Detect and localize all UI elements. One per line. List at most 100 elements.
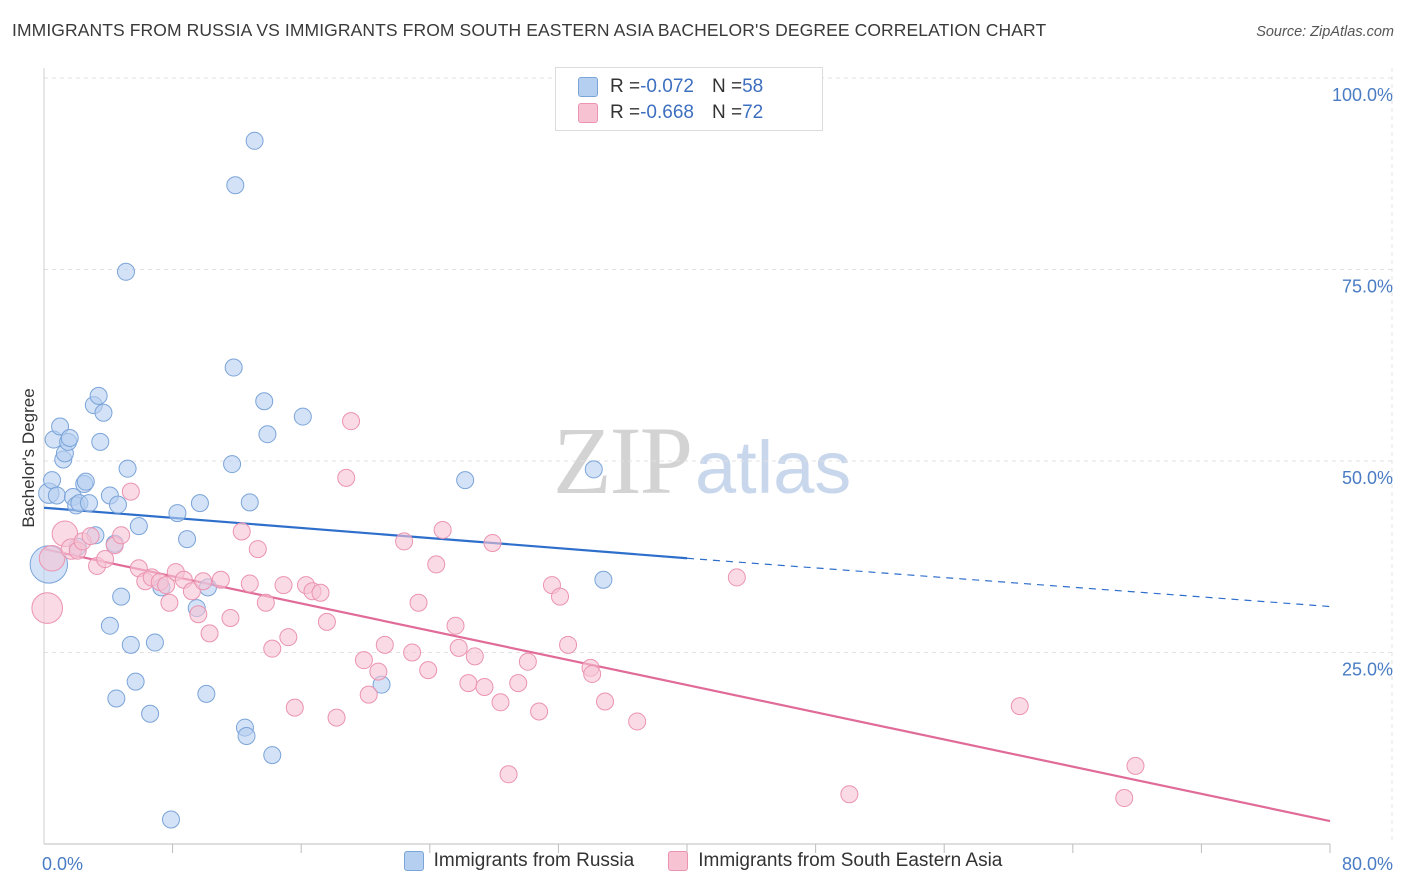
data-point-sea bbox=[428, 556, 445, 573]
data-point-sea bbox=[82, 528, 99, 545]
legend-n-value: 72 bbox=[742, 102, 763, 124]
data-point-russia bbox=[191, 495, 208, 512]
legend-swatch-sea bbox=[668, 851, 688, 871]
data-point-sea bbox=[404, 644, 421, 661]
data-point-sea bbox=[355, 652, 372, 669]
legend-row-sea: R = -0.668 N = 72 bbox=[578, 100, 763, 126]
legend-item-sea[interactable]: Immigrants from South Eastern Asia bbox=[668, 850, 1002, 872]
data-point-sea bbox=[113, 527, 130, 544]
legend-swatch-russia bbox=[578, 77, 598, 97]
data-point-sea bbox=[1127, 757, 1144, 774]
data-point-russia bbox=[169, 505, 186, 522]
stats-legend: R = -0.072 N = 58 R = -0.668 N = 72 bbox=[555, 67, 823, 131]
series-legend: Immigrants from Russia Immigrants from S… bbox=[0, 850, 1406, 872]
data-point-sea bbox=[519, 653, 536, 670]
legend-item-russia[interactable]: Immigrants from Russia bbox=[404, 850, 635, 872]
data-point-russia bbox=[61, 430, 78, 447]
data-point-russia bbox=[81, 495, 98, 512]
data-point-russia bbox=[130, 518, 147, 535]
legend-label-russia: Immigrants from Russia bbox=[434, 850, 635, 872]
data-point-sea bbox=[249, 541, 266, 558]
trend-line-sea bbox=[44, 549, 1330, 821]
legend-swatch-russia bbox=[404, 851, 424, 871]
data-point-sea bbox=[212, 571, 229, 588]
data-point-sea bbox=[560, 636, 577, 653]
data-point-russia bbox=[241, 494, 258, 511]
data-point-russia bbox=[108, 690, 125, 707]
y-axis-label: Bachelor's Degree bbox=[19, 388, 38, 527]
legend-swatch-sea bbox=[578, 103, 598, 123]
data-point-sea bbox=[841, 786, 858, 803]
tick-labels: 25.0% 50.0% 75.0% 100.0% 0.0% 80.0% bbox=[42, 85, 1393, 874]
data-point-sea bbox=[510, 675, 527, 692]
legend-n-label: N = bbox=[712, 76, 742, 98]
data-point-russia bbox=[109, 496, 126, 513]
data-point-russia bbox=[95, 404, 112, 421]
data-point-sea bbox=[222, 610, 239, 627]
data-point-russia bbox=[162, 811, 179, 828]
data-point-sea bbox=[161, 594, 178, 611]
data-point-sea bbox=[275, 577, 292, 594]
data-point-russia bbox=[246, 132, 263, 149]
legend-row-russia: R = -0.072 N = 58 bbox=[578, 74, 763, 100]
data-point-sea bbox=[420, 662, 437, 679]
data-point-sea bbox=[500, 766, 517, 783]
data-point-russia bbox=[101, 617, 118, 634]
data-point-sea bbox=[1116, 790, 1133, 807]
data-point-sea bbox=[492, 694, 509, 711]
data-point-sea bbox=[241, 575, 258, 592]
legend-r-value: -0.072 bbox=[640, 76, 694, 98]
data-point-sea bbox=[434, 521, 451, 538]
data-point-sea bbox=[286, 699, 303, 716]
data-point-sea bbox=[450, 639, 467, 656]
data-point-sea bbox=[190, 606, 207, 623]
data-point-sea bbox=[264, 640, 281, 657]
data-point-sea bbox=[460, 675, 477, 692]
data-point-russia bbox=[119, 460, 136, 477]
data-point-russia bbox=[227, 177, 244, 194]
data-point-sea bbox=[370, 663, 387, 680]
data-point-sea bbox=[201, 625, 218, 642]
scatter-plot: 25.0%50.0%75.0%100.0%0.0% 80.0% Bachelor'… bbox=[0, 0, 1406, 892]
data-point-russia bbox=[127, 673, 144, 690]
data-point-russia bbox=[117, 263, 134, 280]
data-point-russia bbox=[585, 461, 602, 478]
data-point-sea bbox=[376, 636, 393, 653]
y-tick-label: 50.0% bbox=[1342, 468, 1393, 488]
data-point-russia bbox=[122, 636, 139, 653]
data-point-sea bbox=[531, 703, 548, 720]
data-points bbox=[30, 132, 1144, 828]
data-point-sea bbox=[360, 686, 377, 703]
data-point-russia bbox=[142, 705, 159, 722]
legend-n-value: 58 bbox=[742, 76, 763, 98]
data-point-russia bbox=[259, 426, 276, 443]
data-point-russia bbox=[198, 685, 215, 702]
data-point-sea bbox=[32, 593, 63, 624]
data-point-sea bbox=[466, 648, 483, 665]
trend-line-extension-russia bbox=[687, 558, 1330, 606]
data-point-sea bbox=[728, 569, 745, 586]
legend-r-value: -0.668 bbox=[640, 102, 694, 124]
legend-label-sea: Immigrants from South Eastern Asia bbox=[698, 850, 1002, 872]
data-point-russia bbox=[77, 473, 94, 490]
data-point-sea bbox=[484, 534, 501, 551]
data-point-sea bbox=[328, 709, 345, 726]
data-point-russia bbox=[264, 747, 281, 764]
data-point-russia bbox=[179, 531, 196, 548]
data-point-sea bbox=[257, 594, 274, 611]
data-point-sea bbox=[597, 693, 614, 710]
data-point-sea bbox=[447, 617, 464, 634]
data-point-russia bbox=[92, 433, 109, 450]
data-point-russia bbox=[225, 359, 242, 376]
data-point-russia bbox=[595, 571, 612, 588]
y-tick-label: 25.0% bbox=[1342, 660, 1393, 680]
data-point-russia bbox=[256, 393, 273, 410]
data-point-sea bbox=[584, 665, 601, 682]
data-point-sea bbox=[195, 573, 212, 590]
legend-r-label: R = bbox=[610, 76, 640, 98]
data-point-russia bbox=[294, 408, 311, 425]
y-tick-label: 100.0% bbox=[1332, 85, 1393, 105]
data-point-sea bbox=[233, 523, 250, 540]
data-point-sea bbox=[629, 713, 646, 730]
data-point-sea bbox=[552, 588, 569, 605]
